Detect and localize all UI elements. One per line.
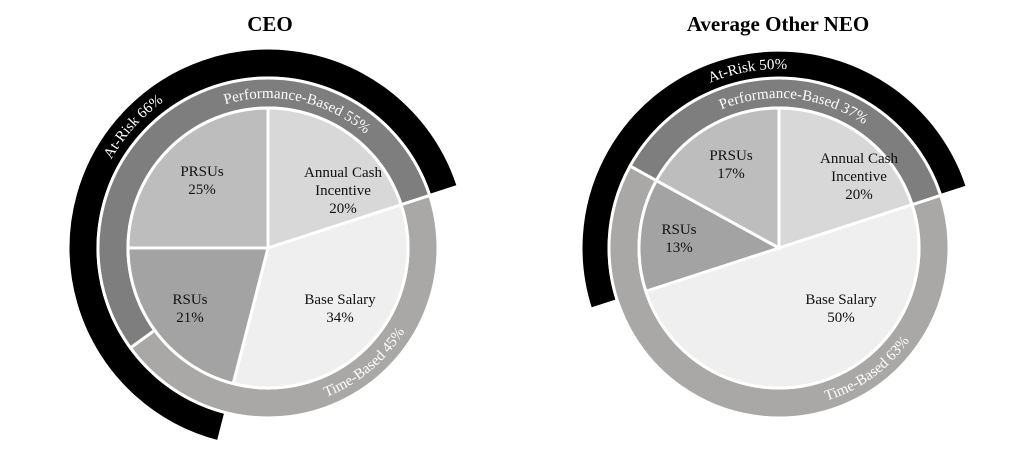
pie-slice-base-salary <box>643 202 921 390</box>
slice-label: Annual Cash Incentive 20% <box>304 165 382 217</box>
pie-slice-rsus <box>637 178 783 294</box>
slice-label-line: RSUs <box>172 292 207 308</box>
slice-label: Base Salary 50% <box>805 292 877 326</box>
slice-label-line: Annual Cash <box>820 151 898 167</box>
pie-slice-annual-cash-incentive <box>777 106 915 251</box>
slice-label-line: PRSUs <box>709 148 753 164</box>
pie-slice-prsus <box>654 106 781 251</box>
slice-label-line: Base Salary <box>805 292 877 308</box>
slice-label: RSUs 13% <box>661 222 696 256</box>
pie-slice-base-salary <box>231 202 410 390</box>
slice-label-line: Incentive <box>315 183 371 199</box>
slice-label: RSUs 21% <box>172 292 207 326</box>
slice-label-line: 50% <box>827 310 855 326</box>
slice-label-line: RSUs <box>661 222 696 238</box>
chart-title: Average Other NEO <box>687 12 869 36</box>
slice-label-line: 20% <box>329 201 357 217</box>
ceo-chart: CEO Annual Cash Incentive 20% Base Salary 34… <box>66 12 461 444</box>
slice-label-line: 20% <box>845 187 873 203</box>
pie-slice-prsus <box>126 106 270 250</box>
slice-label: Base Salary 34% <box>304 292 376 326</box>
chart-title: CEO <box>247 12 293 36</box>
pie-slice-rsus <box>126 246 270 386</box>
pie-group <box>637 106 921 390</box>
slice-label-line: 17% <box>717 166 745 182</box>
slice-label-line: 25% <box>188 182 216 198</box>
pie-slice-annual-cash-incentive <box>266 106 404 251</box>
slice-label-line: 21% <box>176 310 204 326</box>
slice-label-line: Annual Cash <box>304 165 382 181</box>
slice-label-line: Incentive <box>831 169 887 185</box>
slice-label: PRSUs 25% <box>180 164 224 198</box>
pie-group <box>126 106 410 390</box>
other-neo-chart: Average Other NEO Annual Cash Incentive 20… <box>579 12 970 420</box>
slice-label: Annual Cash Incentive 20% <box>820 151 898 203</box>
slice-label-line: PRSUs <box>180 164 224 180</box>
slice-label: PRSUs 17% <box>709 148 753 182</box>
slice-label-line: 34% <box>326 310 354 326</box>
slice-label-line: Base Salary <box>304 292 376 308</box>
slice-label-line: 13% <box>665 240 693 256</box>
